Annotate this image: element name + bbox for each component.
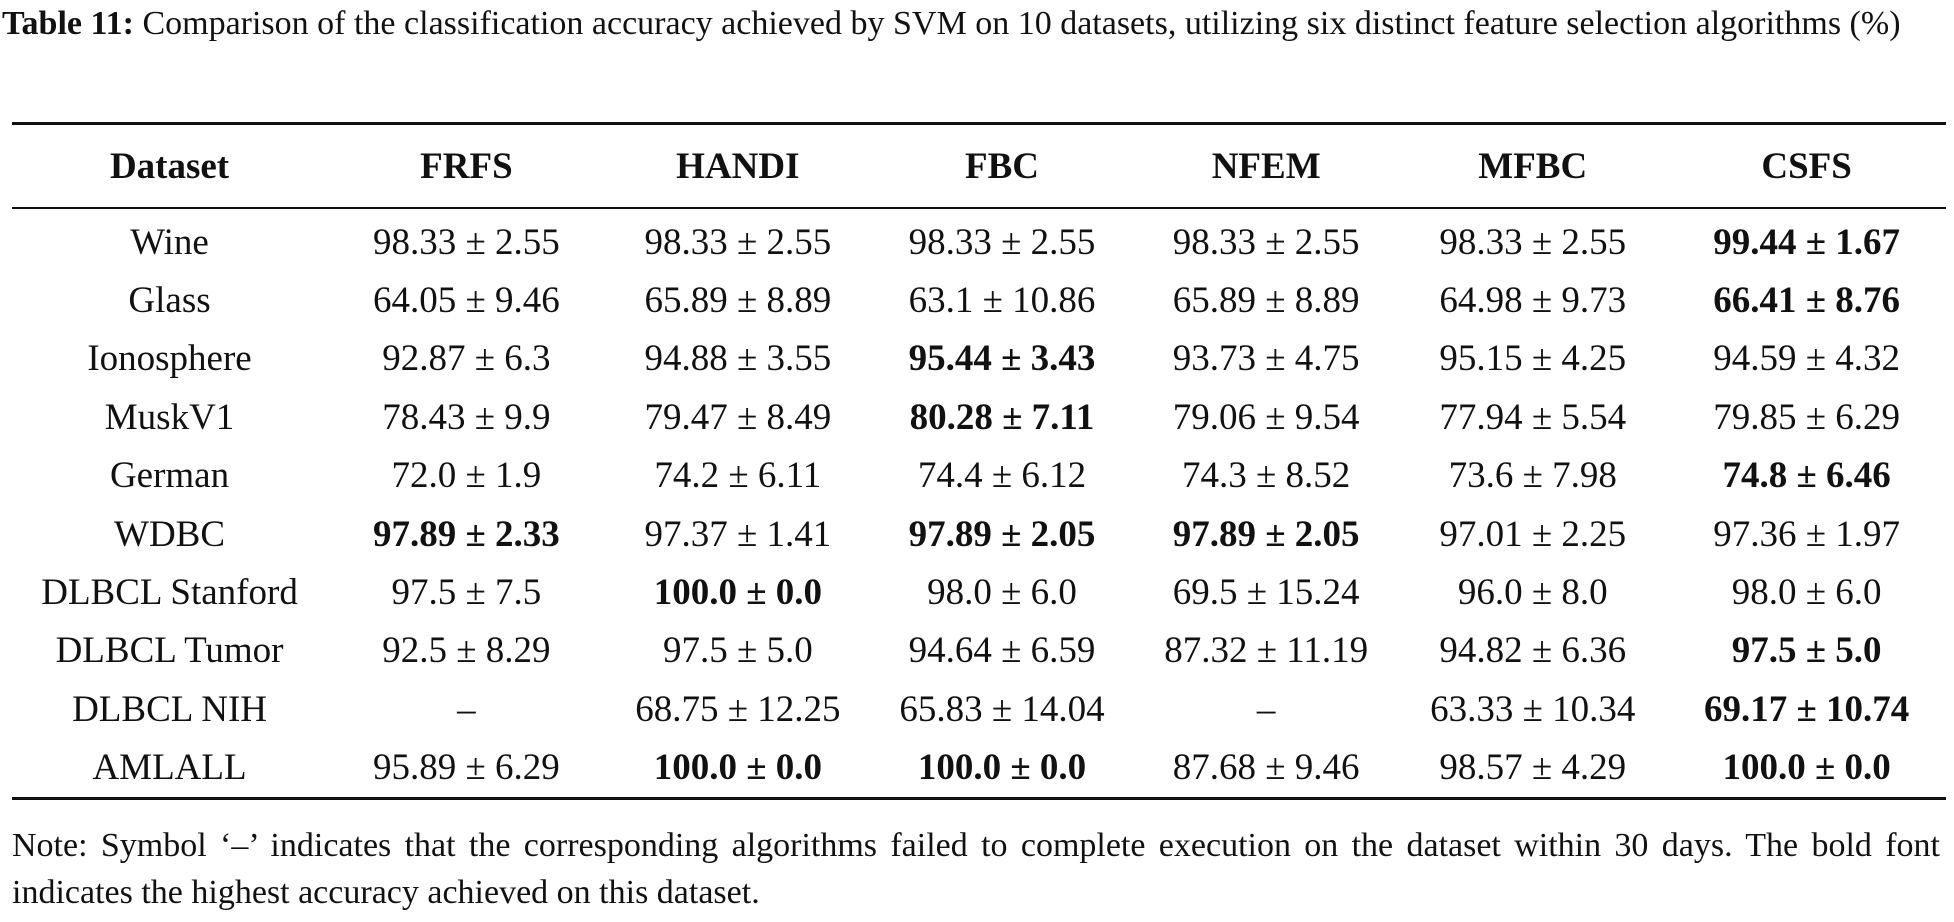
accuracy-cell: 74.2 ± 6.11 — [654, 455, 822, 497]
dataset-name-cell: Wine — [130, 221, 209, 263]
dataset-name-cell: AMLALL — [92, 747, 247, 789]
accuracy-cell: 99.44 ± 1.67 — [1713, 221, 1901, 263]
dataset-name-cell: German — [109, 455, 230, 497]
accuracy-cell: 97.5 ± 5.0 — [662, 630, 813, 672]
dataset-name-cell: DLBCL Stanford — [41, 572, 298, 614]
dataset-name-cell: DLBCL NIH — [72, 688, 267, 730]
results-table-container: Dataset FRFS HANDI FBC NFEM MFBC CSFS Wine 98.3… — [12, 122, 1946, 800]
accuracy-cell: 95.89 ± 6.29 — [373, 747, 560, 789]
accuracy-cell: 92.87 ± 6.3 — [382, 338, 551, 380]
table-caption: Table 11: Comparison of the classificati… — [2, 0, 1950, 47]
accuracy-cell: 100.0 ± 0.0 — [653, 572, 822, 614]
accuracy-cell: 72.0 ± 1.9 — [391, 455, 542, 497]
accuracy-cell: 87.32 ± 11.19 — [1164, 630, 1369, 672]
accuracy-cell: 97.01 ± 2.25 — [1439, 513, 1627, 555]
accuracy-cell: 64.05 ± 9.46 — [373, 280, 560, 322]
accuracy-cell: 63.1 ± 10.86 — [908, 280, 1096, 322]
accuracy-cell: 65.83 ± 14.04 — [899, 688, 1105, 730]
accuracy-cell: 98.33 ± 2.55 — [908, 221, 1096, 263]
column-header-nfem: NFEM — [1211, 145, 1321, 187]
table-row: DLBCL Stanford 97.5 ± 7.5 100.0 ± 0.0 98.0 … — [12, 563, 1946, 621]
caption-text: Comparison of the classification accurac… — [142, 5, 1901, 42]
dataset-name-cell: MuskV1 — [104, 396, 235, 438]
accuracy-cell: 74.8 ± 6.46 — [1722, 455, 1891, 497]
accuracy-cell: 80.28 ± 7.11 — [909, 396, 1095, 438]
accuracy-cell: 95.15 ± 4.25 — [1439, 338, 1627, 380]
table-body: Wine 98.33 ± 2.55 98.33 ± 2.55 98.33 ± 2.55… — [12, 208, 1946, 799]
accuracy-cell: 98.0 ± 6.0 — [1731, 572, 1882, 614]
accuracy-cell: 79.85 ± 6.29 — [1713, 396, 1901, 438]
accuracy-cell: 94.88 ± 3.55 — [644, 338, 832, 380]
accuracy-cell: 97.37 ± 1.41 — [644, 513, 832, 555]
accuracy-cell: 98.57 ± 4.29 — [1439, 747, 1627, 789]
column-header-mfbc: MFBC — [1478, 145, 1588, 187]
accuracy-cell: 97.5 ± 7.5 — [391, 572, 542, 614]
dataset-name-cell: Glass — [128, 280, 211, 322]
accuracy-cell: 69.17 ± 10.74 — [1703, 688, 1910, 730]
accuracy-cell: 97.89 ± 2.05 — [1172, 513, 1360, 555]
accuracy-cell: 98.33 ± 2.55 — [373, 221, 560, 263]
table-row: German 72.0 ± 1.9 74.2 ± 6.11 74.4 ± 6.12 74… — [12, 447, 1946, 505]
table-row: DLBCL Tumor 92.5 ± 8.29 97.5 ± 5.0 94.64 ± … — [12, 622, 1946, 680]
column-header-frfs: FRFS — [420, 145, 513, 187]
table-row: Glass 64.05 ± 9.46 65.89 ± 8.89 63.1 ± 10.8… — [12, 271, 1946, 329]
accuracy-cell: 94.64 ± 6.59 — [908, 630, 1096, 672]
accuracy-cell: 98.0 ± 6.0 — [927, 572, 1077, 614]
accuracy-cell: 100.0 ± 0.0 — [1722, 747, 1891, 789]
table-row: AMLALL 95.89 ± 6.29 100.0 ± 0.0 100.0 ± 0.0… — [12, 739, 1946, 799]
column-header-dataset: Dataset — [109, 145, 230, 187]
accuracy-cell: – — [1256, 688, 1276, 730]
accuracy-cell: 92.5 ± 8.29 — [382, 630, 551, 672]
accuracy-cell: 97.36 ± 1.97 — [1713, 513, 1901, 555]
table-row: Wine 98.33 ± 2.55 98.33 ± 2.55 98.33 ± 2.55… — [12, 208, 1946, 271]
table-row: Ionosphere 92.87 ± 6.3 94.88 ± 3.55 95.44 ±… — [12, 330, 1946, 388]
accuracy-cell: 97.89 ± 2.05 — [908, 513, 1096, 555]
accuracy-cell: 77.94 ± 5.54 — [1439, 396, 1627, 438]
accuracy-cell: 68.75 ± 12.25 — [635, 688, 841, 730]
accuracy-cell: 97.89 ± 2.33 — [373, 513, 560, 555]
accuracy-cell: 65.89 ± 8.89 — [644, 280, 832, 322]
caption-label: Table 11: — [2, 5, 134, 42]
dataset-name-cell: DLBCL Tumor — [55, 630, 284, 672]
accuracy-cell: 66.41 ± 8.76 — [1713, 280, 1901, 322]
accuracy-cell: 100.0 ± 0.0 — [653, 747, 822, 789]
accuracy-cell: 74.3 ± 8.52 — [1182, 455, 1351, 497]
table-note: Note: Symbol ‘–’ indicates that the corr… — [12, 827, 1940, 911]
table-row: MuskV1 78.43 ± 9.9 79.47 ± 8.49 80.28 ± 7.1… — [12, 388, 1946, 446]
accuracy-cell: 94.82 ± 6.36 — [1439, 630, 1627, 672]
accuracy-cell: 96.0 ± 8.0 — [1457, 572, 1608, 614]
accuracy-cell: 79.06 ± 9.54 — [1172, 396, 1360, 438]
dataset-name-cell: Ionosphere — [87, 338, 252, 380]
table-row: WDBC 97.89 ± 2.33 97.37 ± 1.41 97.89 ± 2.05… — [12, 505, 1946, 563]
accuracy-cell: 69.5 ± 15.24 — [1172, 572, 1360, 614]
accuracy-cell: 93.73 ± 4.75 — [1172, 338, 1360, 380]
accuracy-cell: 87.68 ± 9.46 — [1172, 747, 1360, 789]
accuracy-cell: 95.44 ± 3.43 — [908, 338, 1096, 380]
column-header-fbc: FBC — [965, 145, 1039, 187]
accuracy-cell: 98.33 ± 2.55 — [644, 221, 832, 263]
accuracy-cell: – — [457, 688, 476, 730]
column-header-csfs: CSFS — [1761, 145, 1852, 187]
accuracy-cell: 63.33 ± 10.34 — [1430, 688, 1636, 730]
accuracy-cell: 100.0 ± 0.0 — [917, 747, 1087, 789]
table-row: DLBCL NIH – 68.75 ± 12.25 65.83 ± 14.04 – 63.… — [12, 680, 1946, 738]
accuracy-cell: 79.47 ± 8.49 — [644, 396, 832, 438]
accuracy-cell: 98.33 ± 2.55 — [1439, 221, 1627, 263]
accuracy-cell: 74.4 ± 6.12 — [917, 455, 1087, 497]
accuracy-cell: 73.6 ± 7.98 — [1448, 455, 1617, 497]
results-table: Dataset FRFS HANDI FBC NFEM MFBC CSFS Wine 98.3… — [12, 122, 1946, 800]
accuracy-cell: 64.98 ± 9.73 — [1439, 280, 1627, 322]
accuracy-cell: 98.33 ± 2.55 — [1172, 221, 1360, 263]
accuracy-cell: 65.89 ± 8.89 — [1172, 280, 1360, 322]
accuracy-cell: 97.5 ± 5.0 — [1731, 630, 1882, 672]
table-header-row: Dataset FRFS HANDI FBC NFEM MFBC CSFS — [12, 123, 1946, 208]
accuracy-cell: 94.59 ± 4.32 — [1713, 338, 1901, 380]
dataset-name-cell: WDBC — [114, 513, 226, 555]
accuracy-cell: 78.43 ± 9.9 — [382, 396, 551, 438]
column-header-handi: HANDI — [676, 145, 800, 187]
